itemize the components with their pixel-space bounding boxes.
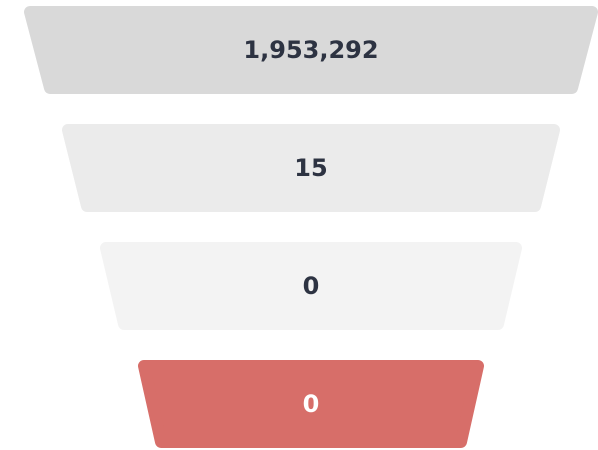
- funnel-stage: [62, 124, 560, 212]
- funnel-stage: [24, 6, 598, 94]
- stage-value-label: 1,953,292: [243, 36, 378, 64]
- stage-value-label: 0: [303, 390, 320, 418]
- funnel-stage: [100, 242, 522, 330]
- funnel-stage: [138, 360, 484, 448]
- stage-value-label: 15: [294, 154, 327, 182]
- stage-value-label: 0: [303, 272, 320, 300]
